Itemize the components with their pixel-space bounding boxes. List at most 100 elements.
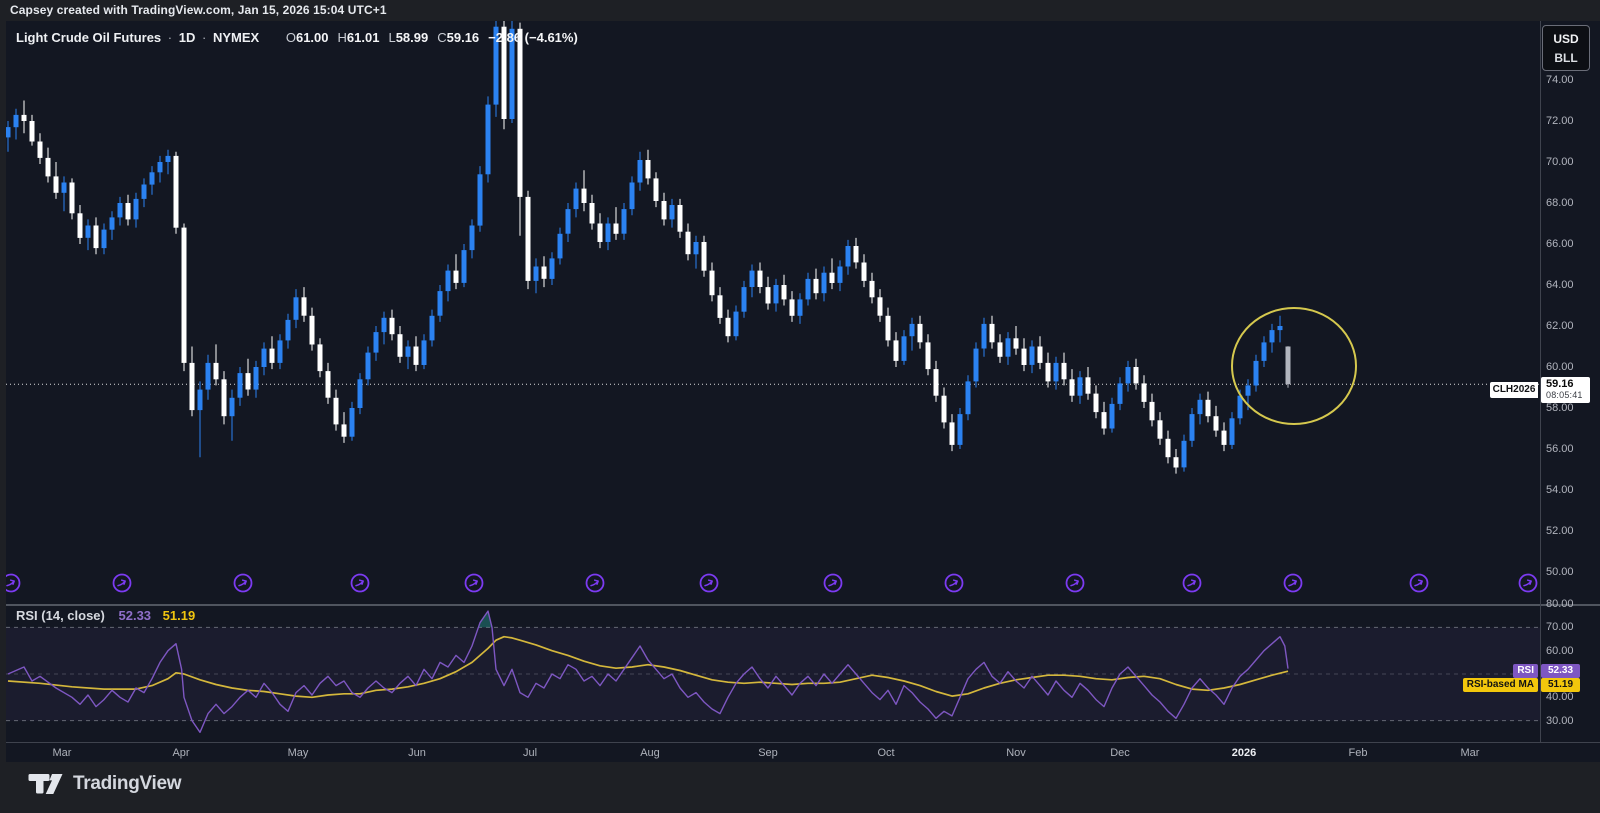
candle-body <box>389 317 395 335</box>
rsi-tick: 80.00 <box>1546 598 1574 611</box>
candle-body <box>1269 330 1275 343</box>
ellipse-annotation[interactable] <box>1231 307 1357 425</box>
time-tick-month: Feb <box>1348 747 1368 759</box>
time-tick-month: Dec <box>1110 747 1130 759</box>
attribution-bar: Capsey created with TradingView.com, Jan… <box>10 3 387 17</box>
candle-body <box>277 340 283 363</box>
candle-body <box>485 104 491 175</box>
candle-body <box>1061 362 1067 380</box>
candle-body <box>541 266 547 279</box>
candle-body <box>413 346 419 365</box>
time-tick-month: Sep <box>758 747 778 759</box>
interval-label[interactable]: 1D <box>178 30 196 45</box>
symbol-title[interactable]: Light Crude Oil Futures <box>16 30 162 45</box>
price-tick: 50.00 <box>1546 566 1574 578</box>
tradingview-logo[interactable]: TradingView <box>28 770 182 798</box>
candle-body <box>213 362 219 380</box>
contract-expiry-icon[interactable] <box>1283 573 1303 593</box>
rsi-tick: 30.00 <box>1546 714 1574 727</box>
candle-body <box>749 270 755 287</box>
contract-expiry-icon[interactable] <box>699 573 719 593</box>
exchange-label: NYMEX <box>212 30 260 45</box>
candle-body <box>1029 346 1035 365</box>
rsi-legend-title[interactable]: RSI (14, close) <box>16 608 105 623</box>
candle-body <box>53 176 59 193</box>
candle-body <box>781 285 787 300</box>
rsi-line-badge: RSI <box>1513 664 1538 678</box>
candle-body <box>917 323 923 343</box>
unit-selector[interactable]: USD BLL <box>1542 25 1590 71</box>
contract-expiry-icon[interactable] <box>944 573 964 593</box>
time-axis-line <box>6 742 1600 743</box>
candle-body <box>741 287 747 312</box>
candle-body <box>877 297 883 316</box>
candle-body <box>973 348 979 382</box>
time-tick-month: Jun <box>408 747 426 759</box>
contract-expiry-icon[interactable] <box>1409 573 1429 593</box>
rsi-indicator-pane[interactable] <box>6 605 1540 744</box>
candle-body <box>1253 360 1259 386</box>
candle-body <box>821 272 827 294</box>
candle-body <box>669 205 675 220</box>
contract-expiry-icon[interactable] <box>1065 573 1085 593</box>
candle-body <box>373 332 379 353</box>
candle-body <box>493 26 499 105</box>
candle-body <box>725 317 731 337</box>
candle-body <box>93 225 99 249</box>
candle-body <box>1213 416 1219 431</box>
candle-body <box>69 182 75 214</box>
candle-body <box>445 270 451 292</box>
candle-body <box>709 270 715 296</box>
candle-body <box>693 242 699 255</box>
contract-expiry-icon[interactable] <box>823 573 843 593</box>
candle-body <box>421 340 427 365</box>
contract-expiry-icon[interactable] <box>464 573 484 593</box>
low-label: L <box>388 30 396 45</box>
pane-separator[interactable] <box>6 604 1600 606</box>
contract-expiry-icon[interactable] <box>350 573 370 593</box>
time-tick-year: 2026 <box>1231 747 1257 759</box>
candle-body <box>1157 420 1163 439</box>
symbol-price-tag: CLH2026 <box>1490 382 1538 398</box>
candle-body <box>381 317 387 333</box>
candle-body <box>61 182 67 193</box>
contract-expiry-icon[interactable] <box>233 573 253 593</box>
candle-body <box>429 315 435 341</box>
rsi-band <box>6 627 1540 721</box>
contract-expiry-icon[interactable] <box>1518 573 1538 593</box>
candle-body <box>501 26 507 120</box>
candle-body <box>197 389 203 411</box>
candle-body <box>653 178 659 201</box>
contract-expiry-icon[interactable] <box>1182 573 1202 593</box>
candle-body <box>1093 393 1099 413</box>
quantity-unit-button[interactable]: BLL <box>1554 51 1578 65</box>
time-tick-month: Mar <box>52 747 72 759</box>
candle-body <box>1149 401 1155 421</box>
candle-body <box>645 160 651 179</box>
candle-body <box>613 223 619 234</box>
last-price-label: 59.16 08:05:41 <box>1541 377 1590 403</box>
change-value: −2.86 (−4.61%) <box>488 30 578 45</box>
candle-body <box>1221 430 1227 445</box>
candle-body <box>45 157 51 177</box>
candle-body <box>101 229 107 249</box>
time-tick-month: Apr <box>172 747 190 759</box>
price-tick: 54.00 <box>1546 484 1574 496</box>
candle-body <box>309 315 315 345</box>
symbol-legend[interactable]: Light Crude Oil Futures · 1D · NYMEX O61… <box>16 30 578 45</box>
candle-body <box>261 348 267 367</box>
candle-body <box>13 114 19 128</box>
main-price-pane[interactable] <box>6 21 1540 605</box>
contract-expiry-icon[interactable] <box>585 573 605 593</box>
contract-expiry-icon[interactable] <box>112 573 132 593</box>
price-tick: 60.00 <box>1546 361 1574 373</box>
candle-body <box>357 379 363 408</box>
candle-body <box>109 217 115 230</box>
candle-body <box>477 174 483 226</box>
candle-body <box>157 162 163 173</box>
rsi-ma-line-badge: RSI-based MA <box>1462 678 1538 692</box>
candle-body <box>1021 348 1027 365</box>
contract-expiry-icon[interactable] <box>6 573 21 593</box>
rsi-legend[interactable]: RSI (14, close) 52.33 51.19 <box>16 608 195 623</box>
currency-unit-button[interactable]: USD <box>1553 32 1579 46</box>
